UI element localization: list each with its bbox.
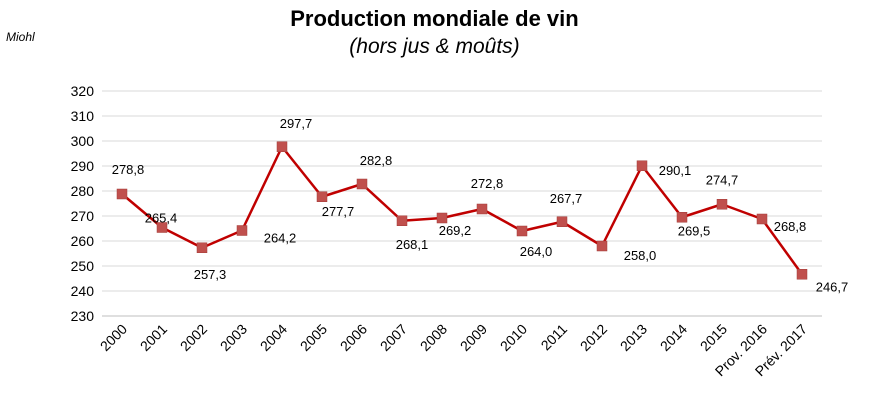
data-label: 290,1 [659,163,692,178]
x-tick-label: 2003 [217,321,250,354]
data-label: 264,0 [520,244,553,259]
series-polyline [121,145,804,275]
y-tick-label: 240 [71,283,95,299]
data-point-marker [716,199,728,210]
data-label: 277,7 [322,204,355,219]
data-label: 269,5 [678,223,711,238]
data-point-marker [676,212,688,223]
chart-subtitle: (hors jus & moûts) [349,35,520,58]
data-point-marker [756,213,768,225]
x-tick-label: 2007 [377,321,410,354]
y-tick-label: 290 [71,158,95,174]
data-label: 278,8 [112,162,145,177]
data-point-marker [196,242,208,253]
data-point-marker [556,216,568,227]
data-point-marker [116,188,128,200]
data-label: 265,4 [145,211,178,226]
y-tick-label: 230 [71,308,95,324]
data-point-marker [436,212,448,224]
data-label: 268,8 [774,219,807,234]
x-tick-label: 2014 [657,321,690,354]
data-point-marker [636,160,648,171]
y-tick-label: 270 [71,208,95,224]
data-label: 257,3 [194,267,227,282]
y-tick-label: 320 [71,83,95,99]
y-tick-label: 310 [71,108,95,124]
chart-title: Production mondiale de vin [290,6,579,31]
x-tick-label: 2000 [97,321,130,354]
y-tick-label: 250 [71,258,95,274]
data-point-marker [156,222,168,233]
data-label: 297,7 [280,116,313,131]
x-tick-label: 2011 [538,321,571,354]
data-label: 272,8 [471,176,504,191]
x-tick-label: 2001 [137,321,170,354]
data-point-marker [236,225,248,236]
x-tick-label: 2005 [297,321,330,354]
data-point-marker [796,269,808,280]
data-label: 264,2 [264,231,297,246]
y-tick-label: 260 [71,233,95,249]
y-tick-label: 280 [71,183,95,199]
x-tick-label: 2004 [257,321,290,354]
x-tick-label: 2002 [177,321,210,354]
data-point-marker [396,215,408,226]
y-unit-label: Miohl [6,30,35,44]
data-label: 258,0 [624,248,657,263]
data-label: 282,8 [360,153,393,168]
data-point-marker [476,203,488,215]
x-tick-label: 2006 [337,321,370,354]
x-axis: 2000 2001 2002 2003 2004 2005 2006 2007 2008 2009… [97,315,822,379]
data-label: 268,1 [396,237,429,252]
data-point-marker [516,225,528,237]
data-point-marker [316,191,328,202]
data-point-marker [356,178,368,190]
data-labels: 278,8 265,4 257,3 264,2 297,7 277,7 282,8 268,1… [112,116,849,295]
x-tick-label: 2015 [697,321,730,354]
data-label: 274,7 [706,172,739,187]
x-tick-label: 2012 [577,321,610,354]
data-point-marker [276,141,288,152]
data-point-marker [596,240,608,252]
data-label: 246,7 [816,279,849,294]
y-tick-label: 300 [71,133,95,149]
x-tick-label: 2013 [617,321,650,354]
data-label: 267,7 [550,191,583,206]
y-axis: 230 240 250 260 270 280 290 300 310 320 [71,83,95,324]
data-label: 269,2 [439,223,472,238]
x-tick-label: 2008 [417,321,450,354]
series-line [116,141,808,280]
gridlines [102,90,822,317]
x-tick-label: 2009 [457,321,490,354]
x-tick-label: 2010 [497,321,530,354]
